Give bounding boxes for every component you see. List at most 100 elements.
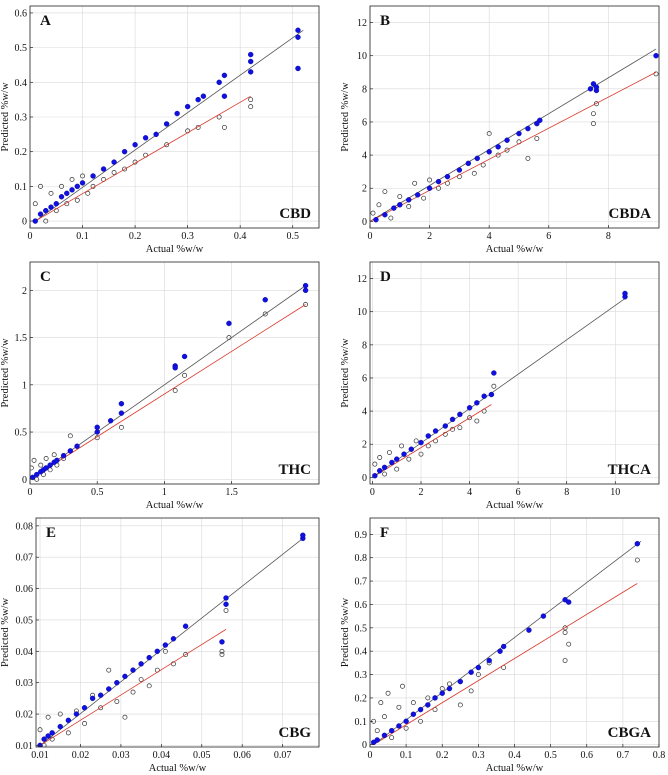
- y-tick-label: 2: [362, 184, 367, 195]
- y-tick-label: 0.2: [15, 147, 28, 158]
- calibration-point: [497, 648, 503, 654]
- calibration-point: [418, 439, 424, 446]
- y-tick-label: 0: [22, 217, 27, 228]
- x-tick-label: 8: [564, 487, 569, 498]
- open-point: [653, 71, 659, 77]
- y-axis-title: Predicted %w/w: [340, 598, 351, 668]
- data-layer: [37, 532, 306, 747]
- calibration-point: [394, 456, 400, 462]
- calibration-point: [382, 212, 388, 218]
- y-axis-title: Predicted %w/w: [0, 82, 11, 152]
- y-tick-label: 0.05: [16, 615, 34, 626]
- calibration-point: [41, 736, 47, 742]
- calibration-point: [130, 667, 136, 673]
- calibration-point: [622, 290, 628, 297]
- calibration-point: [457, 678, 464, 685]
- open-point: [248, 97, 254, 103]
- calibration-point: [457, 411, 463, 418]
- y-tick-label: 0.5: [15, 428, 28, 439]
- plot-frame: [369, 261, 660, 485]
- y-tick-label: 0.03: [16, 678, 34, 689]
- calibration-point: [295, 34, 301, 40]
- open-point: [164, 142, 170, 148]
- calibration-point: [425, 702, 431, 708]
- open-point: [403, 725, 409, 731]
- open-point: [106, 667, 112, 673]
- x-tick-label: 0.4: [234, 231, 247, 242]
- open-point: [82, 721, 87, 726]
- open-point: [45, 714, 51, 720]
- calibration-point: [475, 664, 482, 671]
- calibration-point: [153, 131, 159, 138]
- calibration-point: [444, 173, 451, 180]
- open-point: [48, 190, 54, 196]
- calibration-point: [48, 204, 54, 210]
- open-point: [74, 197, 80, 203]
- open-point: [418, 718, 424, 724]
- calibration-point: [466, 405, 473, 411]
- open-point: [372, 461, 378, 467]
- calibration-point: [142, 135, 149, 141]
- calibration-point: [474, 155, 480, 162]
- calibration-point: [172, 365, 178, 371]
- open-point: [525, 155, 531, 161]
- open-point: [374, 728, 380, 734]
- plot-frame: [369, 5, 660, 229]
- plot-area: [370, 262, 659, 484]
- open-point: [30, 465, 34, 471]
- x-tick-label: 2: [427, 231, 432, 242]
- open-point: [98, 705, 104, 711]
- calibration-point: [121, 148, 128, 155]
- y-tick-label: 0.4: [15, 78, 28, 89]
- y-tick-label: 0.7: [355, 577, 368, 588]
- calibration-point: [174, 110, 180, 117]
- open-point: [486, 131, 492, 137]
- open-point: [85, 190, 91, 196]
- x-tick-label: 0.03: [112, 750, 130, 761]
- open-point: [413, 438, 419, 444]
- open-point: [38, 462, 44, 468]
- x-tick-label: 0.06: [233, 750, 251, 761]
- calibration-point: [114, 679, 120, 686]
- x-tick-label: 0: [368, 231, 373, 242]
- x-tick-label: 4: [487, 231, 492, 242]
- x-axis-title: Actual %w/w: [149, 763, 207, 774]
- open-point: [377, 455, 383, 460]
- x-tick-label: 0.4: [508, 750, 521, 761]
- open-point: [262, 311, 268, 317]
- x-tick-label: 0.3: [472, 750, 485, 761]
- open-point: [370, 210, 376, 216]
- calibration-point: [154, 648, 160, 655]
- open-point: [418, 451, 424, 457]
- calibration-point: [300, 532, 306, 538]
- calibration-point: [488, 391, 495, 398]
- open-point: [397, 194, 403, 199]
- y-tick-label: 1.5: [15, 333, 28, 344]
- analyte-label: CBG: [278, 725, 311, 741]
- calibration-line: [372, 296, 628, 478]
- calibration-point: [486, 657, 492, 664]
- calibration-point: [491, 370, 497, 376]
- panel-b: 0 2 4 6 8 0 2 4 6 8 10 12 Actual %w/w Predicted %w/w B…: [340, 5, 660, 255]
- x-tick-label: 0.5: [286, 231, 299, 242]
- open-point: [491, 383, 497, 389]
- open-point: [32, 201, 38, 207]
- open-point: [425, 443, 431, 449]
- calibration-point: [94, 424, 100, 431]
- x-tick-label: 10: [610, 487, 620, 498]
- open-point: [376, 202, 382, 208]
- calibration-point: [184, 103, 191, 110]
- calibration-point: [504, 137, 510, 143]
- calibration-point: [295, 27, 301, 33]
- y-tick-label: 12: [357, 18, 367, 29]
- open-point: [172, 388, 178, 393]
- calibration-point: [54, 457, 60, 464]
- calibration-point: [221, 93, 228, 99]
- calibration-point: [408, 446, 414, 452]
- y-tick-label: 2: [22, 286, 27, 297]
- calibration-point: [47, 462, 53, 468]
- calibration-point: [406, 197, 412, 203]
- validation-line: [373, 583, 638, 746]
- calibration-point: [516, 130, 522, 137]
- y-axis-title: Predicted %w/w: [0, 338, 11, 408]
